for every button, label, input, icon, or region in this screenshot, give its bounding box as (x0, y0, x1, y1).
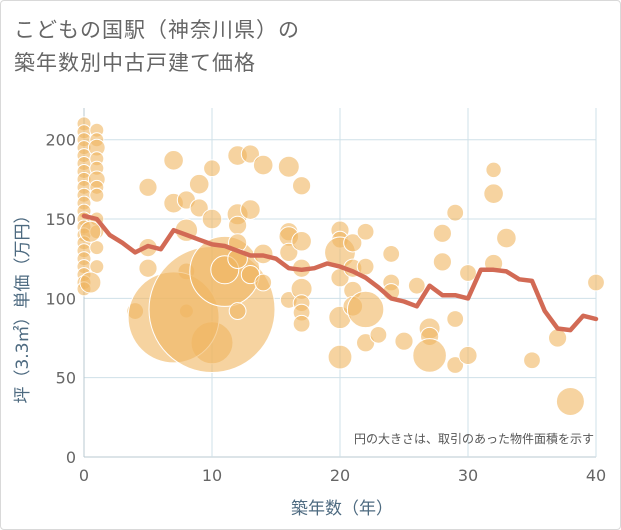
bubble-size-note: 円の大きさは、取引のあった物件面積を示す (354, 431, 594, 446)
data-bubble (252, 154, 274, 176)
data-bubble (188, 173, 210, 195)
y-tick-label: 0 (66, 448, 76, 467)
data-bubble (292, 176, 312, 196)
y-axis-title: 坪（3.3㎡）単価（万円） (13, 206, 33, 403)
data-bubble (189, 198, 209, 218)
data-bubble (369, 325, 388, 344)
data-bubble (412, 338, 447, 373)
tick-labels: 0 50 100 150 200 0 10 20 30 40 (45, 131, 606, 485)
data-bubble (228, 215, 248, 235)
data-bubble (327, 344, 353, 370)
y-tick-label: 200 (45, 131, 76, 150)
data-bubble (458, 345, 478, 366)
data-bubble (587, 273, 605, 292)
data-bubble (79, 220, 102, 243)
data-bubble (446, 203, 465, 222)
data-bubble (201, 208, 223, 230)
data-bubble (138, 177, 158, 197)
data-bubble (89, 240, 105, 256)
data-bubble (432, 223, 452, 243)
data-bubble (394, 331, 414, 351)
y-tick-label: 150 (45, 210, 76, 229)
data-bubble (163, 150, 184, 171)
chart-title-line-2: 築年数別中古戸建て価格 (14, 51, 256, 75)
data-bubble (343, 233, 363, 253)
data-bubble (240, 199, 261, 220)
data-bubble (89, 259, 105, 275)
data-bubble (555, 386, 585, 416)
data-bubble (138, 258, 158, 278)
data-bubble (483, 183, 504, 204)
y-tick-label: 100 (45, 289, 76, 308)
data-bubble (292, 314, 311, 333)
data-bubble (291, 230, 312, 252)
data-bubble (496, 227, 517, 249)
y-tick-label: 50 (56, 369, 76, 388)
data-bubble (279, 242, 299, 262)
chart-title: こどもの国駅（神奈川県）の 築年数別中古戸建て価格 (14, 14, 574, 80)
data-bubble (459, 264, 477, 282)
data-bubble (432, 252, 452, 272)
data-bubble (446, 310, 465, 328)
data-bubble (548, 328, 568, 348)
data-bubble (254, 273, 273, 292)
data-bubble (346, 290, 385, 329)
x-tick-label: 10 (202, 466, 222, 485)
x-axis-title: 築年数（年） (291, 499, 393, 519)
x-tick-label: 20 (330, 466, 350, 485)
data-bubble (382, 245, 401, 263)
trend-line (81, 213, 599, 333)
data-bubble (203, 159, 221, 178)
data-bubble (240, 144, 260, 164)
data-bubble (356, 257, 375, 276)
data-bubble (356, 222, 375, 241)
data-bubble (485, 161, 502, 179)
x-tick-label: 0 (79, 466, 89, 485)
x-tick-label: 30 (458, 466, 478, 485)
data-bubble (89, 187, 105, 203)
x-tick-label: 40 (586, 466, 606, 485)
data-bubble (523, 351, 541, 370)
data-bubble (407, 276, 426, 295)
data-bubble (446, 356, 465, 374)
data-bubble (277, 155, 300, 178)
chart-title-line-1: こどもの国駅（神奈川県）の (14, 18, 300, 42)
data-bubble (228, 302, 247, 320)
data-bubble (79, 271, 102, 294)
